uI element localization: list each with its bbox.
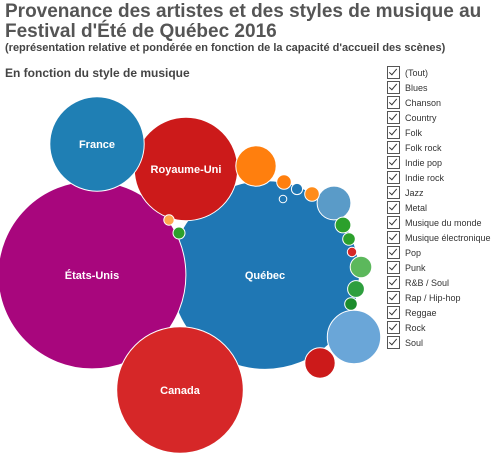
filter-label: Soul	[405, 337, 424, 348]
bubble[interactable]	[235, 145, 277, 187]
filter-label: Pop	[405, 247, 422, 258]
filter-checkbox[interactable]	[387, 216, 400, 229]
filter-checkbox[interactable]	[387, 141, 400, 154]
filter-item[interactable]: Indie rock	[387, 170, 500, 185]
chart-subtitle: (représentation relative et pondérée en …	[5, 42, 446, 54]
bubble[interactable]	[342, 232, 356, 246]
filter-checkbox[interactable]	[387, 261, 400, 274]
filter-item[interactable]: Chanson	[387, 95, 500, 110]
filter-checkbox[interactable]	[387, 291, 400, 304]
filter-checkbox[interactable]	[387, 156, 400, 169]
bubble[interactable]	[316, 185, 352, 221]
filter-item[interactable]: R&B / Soul	[387, 275, 500, 290]
filter-checkbox[interactable]	[387, 66, 400, 79]
bubble[interactable]	[276, 174, 292, 190]
bubble[interactable]	[116, 326, 244, 454]
filter-label: Indie rock	[405, 172, 445, 183]
bubble[interactable]	[290, 182, 304, 196]
filter-item[interactable]: Musique électronique	[387, 230, 500, 245]
filter-label: Punk	[405, 262, 426, 273]
filter-label: Country	[405, 112, 437, 123]
bubble-label: États-Unis	[65, 269, 119, 282]
filter-checkbox[interactable]	[387, 126, 400, 139]
chart-title: Provenance des artistes et des styles de…	[5, 1, 482, 42]
filter-checkbox[interactable]	[387, 111, 400, 124]
filter-item[interactable]: Reggae	[387, 305, 500, 320]
filter-label: Rock	[405, 322, 426, 333]
bubble-label: France	[79, 139, 115, 151]
filter-checkbox[interactable]	[387, 321, 400, 334]
bubble[interactable]	[172, 226, 186, 240]
bubble[interactable]	[346, 246, 358, 258]
filter-checkbox[interactable]	[387, 231, 400, 244]
bubble[interactable]	[304, 347, 336, 379]
bubble[interactable]	[326, 309, 382, 365]
filter-item[interactable]: Rock	[387, 320, 500, 335]
bubble-chart: Québec États-Unis Canada Royaume-Uni France	[0, 96, 382, 454]
filter-checkbox[interactable]	[387, 81, 400, 94]
filter-label: R&B / Soul	[405, 277, 450, 288]
filter-item[interactable]: Blues	[387, 80, 500, 95]
filter-item[interactable]: Pop	[387, 245, 500, 260]
filter-item[interactable]: (Tout)	[387, 65, 500, 80]
bubble[interactable]	[278, 194, 288, 204]
filter-checkbox[interactable]	[387, 201, 400, 214]
bubble-label: Royaume-Uni	[151, 164, 222, 176]
filter-item[interactable]: Musique du monde	[387, 215, 500, 230]
bubble[interactable]	[304, 186, 320, 202]
bubble[interactable]	[349, 255, 373, 279]
filter-checkbox[interactable]	[387, 306, 400, 319]
filter-item[interactable]: Folk	[387, 125, 500, 140]
filter-item[interactable]: Soul	[387, 335, 500, 350]
filter-label: Blues	[405, 82, 428, 93]
filter-label: Chanson	[405, 97, 442, 108]
filter-checkbox[interactable]	[387, 171, 400, 184]
filter-label: Rap / Hip-hop	[405, 292, 461, 303]
filter-item[interactable]: Indie pop	[387, 155, 500, 170]
filter-item[interactable]: Jazz	[387, 185, 500, 200]
section-label: En fonction du style de musique	[5, 66, 190, 80]
filter-label: (Tout)	[405, 67, 429, 78]
filter-item[interactable]: Rap / Hip-hop	[387, 290, 500, 305]
filter-label: Metal	[405, 202, 428, 213]
filter-item[interactable]: Metal	[387, 200, 500, 215]
bubble[interactable]	[163, 214, 175, 226]
bubble[interactable]	[347, 280, 365, 298]
filter-label: Musique du monde	[405, 217, 482, 228]
style-filter-list: (Tout) Blues Chanson Country Folk Folk rock In…	[387, 65, 500, 350]
filter-label: Jazz	[405, 187, 424, 198]
filter-checkbox[interactable]	[387, 186, 400, 199]
filter-label: Folk	[405, 127, 423, 138]
filter-label: Folk rock	[405, 142, 442, 153]
bubble[interactable]	[49, 96, 145, 192]
filter-label: Indie pop	[405, 157, 443, 168]
filter-checkbox[interactable]	[387, 336, 400, 349]
bubble-label: Canada	[160, 385, 201, 397]
bubble-label: Québec	[245, 270, 285, 282]
filter-checkbox[interactable]	[387, 276, 400, 289]
filter-item[interactable]: Punk	[387, 260, 500, 275]
filter-label: Musique électronique	[405, 232, 491, 243]
bubble[interactable]	[344, 297, 358, 311]
filter-item[interactable]: Country	[387, 110, 500, 125]
filter-checkbox[interactable]	[387, 96, 400, 109]
filter-checkbox[interactable]	[387, 246, 400, 259]
filter-label: Reggae	[405, 307, 437, 318]
filter-item[interactable]: Folk rock	[387, 140, 500, 155]
bubble[interactable]	[334, 216, 352, 234]
